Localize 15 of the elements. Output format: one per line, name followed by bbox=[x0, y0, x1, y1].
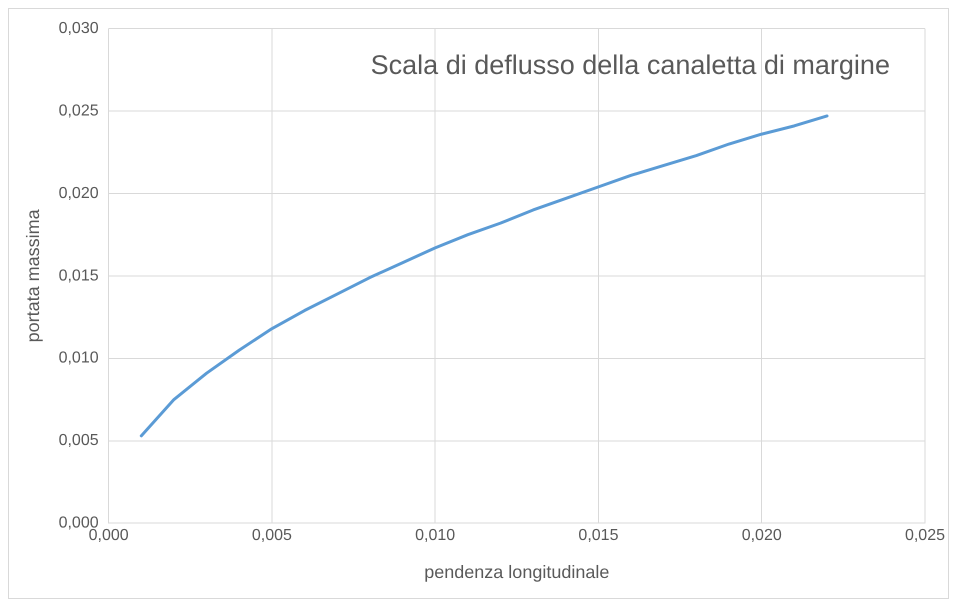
y-tick-label: 0,010 bbox=[58, 350, 99, 367]
x-axis-title: pendenza longitudinale bbox=[424, 562, 610, 582]
x-tick-label: 0,000 bbox=[88, 527, 129, 544]
y-tick-label: 0,005 bbox=[58, 432, 99, 450]
x-tick-label: 0,020 bbox=[742, 527, 782, 544]
y-tick-label: 0,030 bbox=[58, 20, 99, 38]
x-tick-label: 0,025 bbox=[904, 527, 946, 544]
x-tick-label: 0,010 bbox=[415, 527, 456, 544]
text: Scala di deflusso della canaletta di margine bbox=[370, 50, 890, 80]
x-tick-label: 0,005 bbox=[252, 527, 292, 544]
x-tick-label: 0,015 bbox=[578, 527, 619, 544]
y-tick-label: 0,025 bbox=[58, 102, 99, 120]
y-tick-label: 0,020 bbox=[58, 184, 99, 202]
y-tick-label: 0,015 bbox=[58, 267, 99, 284]
y-axis-title: portata massima bbox=[22, 208, 43, 342]
